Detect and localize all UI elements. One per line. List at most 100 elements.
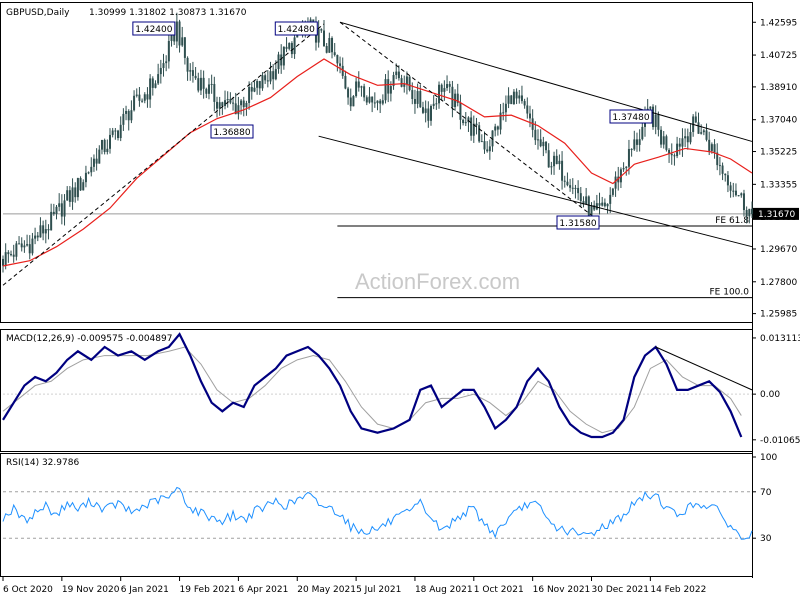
candle-body [499, 112, 502, 130]
candle-body [325, 46, 328, 53]
candle-body [39, 225, 42, 238]
candle-body [133, 95, 136, 111]
candle-body [149, 78, 152, 100]
candle-body [125, 110, 128, 114]
candle-body [317, 29, 320, 43]
price-annotation-label: 1.42400 [135, 25, 172, 35]
candle-body [109, 134, 111, 149]
candle-body [440, 84, 443, 92]
x-tick-label: 19 Feb 2021 [180, 585, 236, 595]
macd-main-line [2, 332, 743, 439]
candle-body [312, 19, 315, 23]
price-tick-label: 1.40725 [760, 51, 797, 61]
price-header-ohlc: 1.30999 1.31802 1.30873 1.31670 [89, 8, 247, 18]
candle-body [199, 77, 202, 91]
candle-body [119, 124, 122, 139]
price-annotation-box [210, 124, 254, 139]
candle-body [141, 100, 144, 102]
candle-body [47, 229, 50, 231]
candle-body [681, 138, 684, 147]
candle-body [347, 88, 350, 98]
candle-body [478, 125, 481, 142]
candle-body [213, 83, 216, 102]
candle-body [673, 155, 676, 157]
candle-body [242, 100, 245, 108]
candle-body [392, 75, 395, 87]
candle-body [258, 81, 261, 89]
price-tick-label: 1.42595 [760, 18, 797, 28]
candle-body [226, 99, 229, 101]
candle-body [178, 21, 181, 46]
x-tick-label: 6 Apr 2021 [238, 585, 288, 595]
candle-body [98, 149, 101, 164]
dashed-trendline [339, 21, 592, 216]
candle-body [135, 94, 138, 96]
candle-body [256, 81, 259, 88]
price-annotation-box [556, 215, 600, 230]
candle-body [202, 77, 205, 89]
candle-body [724, 173, 727, 176]
candle-body [571, 187, 574, 189]
candle-body [207, 84, 210, 94]
candle-body [95, 158, 98, 164]
candle-body [553, 155, 556, 167]
candle-body [577, 187, 580, 194]
price-annotation-box [274, 21, 318, 36]
candle-body [587, 196, 590, 217]
current-price-tag [753, 207, 799, 220]
candle-body [100, 139, 103, 150]
rsi-tick-label: 70 [760, 488, 772, 498]
candle-body [694, 116, 697, 123]
macd-tick-label: 0.013113 [760, 334, 800, 344]
candle-body [12, 254, 15, 257]
candle-body [331, 37, 334, 53]
candle-body [510, 95, 513, 105]
candle-body [424, 108, 427, 113]
candle-body [288, 43, 291, 49]
candle-body [504, 103, 507, 113]
x-tick-label: 1 Oct 2021 [474, 585, 524, 595]
candle-body [539, 139, 542, 147]
candle-body [76, 178, 79, 198]
candle-body [159, 67, 162, 75]
candle-body [405, 76, 408, 85]
candle-body [127, 110, 130, 121]
candle-body [103, 139, 106, 152]
candle-body [36, 235, 39, 238]
candle-body [684, 136, 687, 139]
candle-body [360, 86, 363, 88]
candle-body [151, 78, 154, 88]
candle-body [435, 103, 438, 105]
candle-body [614, 176, 617, 189]
candle-body [748, 208, 751, 217]
candle-body [427, 108, 430, 121]
candle-body [512, 91, 515, 105]
rsi-panel: 100 70 30 [2, 453, 777, 544]
current-price-label: 1.31670 [758, 210, 795, 220]
x-tick-label: 18 Aug 2021 [415, 585, 473, 595]
candle-body [678, 143, 681, 147]
candle-body [732, 190, 735, 192]
candle-body [167, 40, 170, 62]
candle-body [657, 114, 660, 130]
candle-body [66, 190, 69, 201]
candle-body [63, 200, 66, 217]
price-tick-label: 1.27800 [760, 278, 797, 288]
candle-body [68, 190, 71, 202]
price-panel: 1.42595 1.40725 1.38910 1.37040 1.35225 1.333… [2, 12, 799, 320]
candle-body [157, 74, 160, 84]
x-tick-label: 16 Nov 2021 [533, 585, 591, 595]
candle-body [173, 32, 176, 42]
candle-body [138, 94, 141, 101]
candle-body [117, 130, 120, 139]
candle-body [250, 86, 253, 92]
candle-body [344, 75, 347, 89]
candle-body [716, 152, 719, 166]
candle-body [183, 37, 186, 58]
candle-body [355, 81, 358, 97]
candle-body [269, 71, 272, 82]
x-tick-label: 30 Dec 2021 [592, 585, 650, 595]
candle-body [371, 96, 374, 103]
candle-body [216, 101, 218, 109]
